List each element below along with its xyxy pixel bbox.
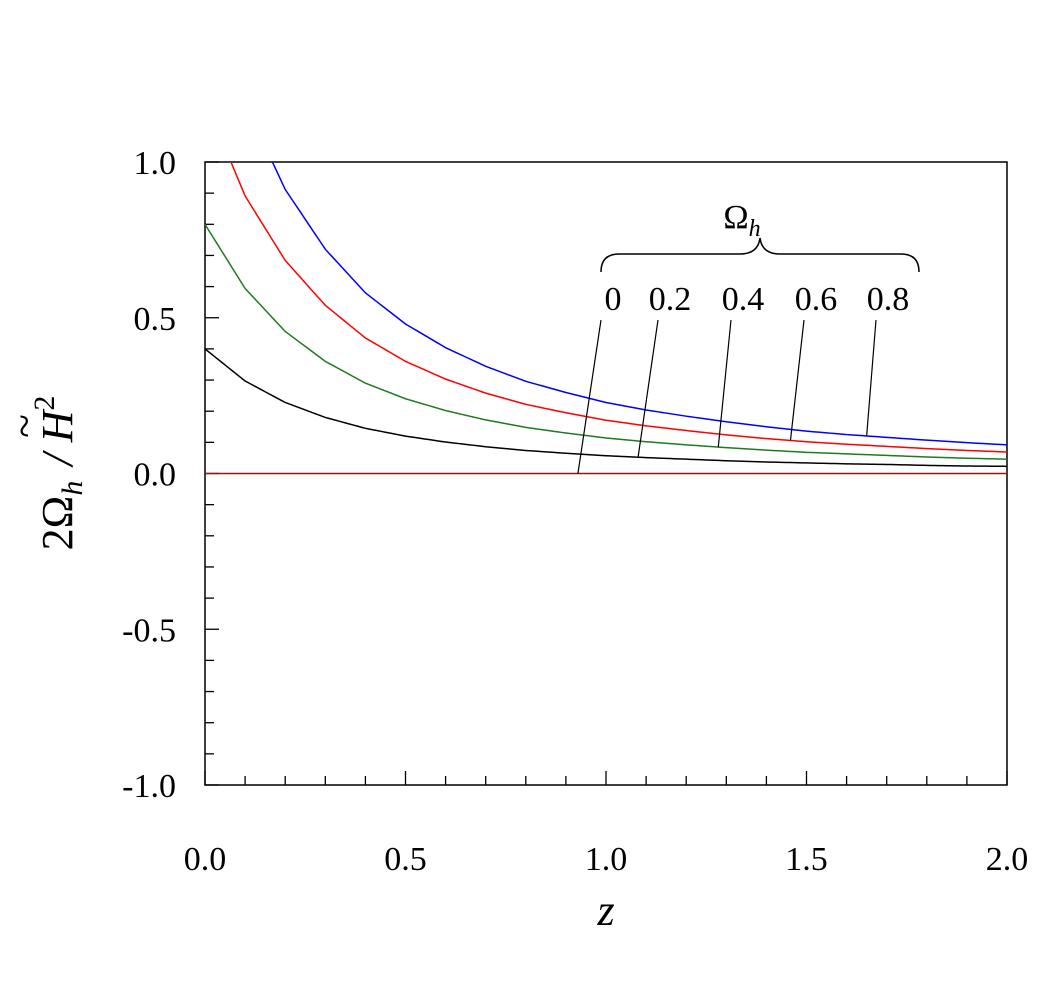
y-tick-label: 0.5 (134, 301, 177, 338)
series-line-0.8 (271, 162, 1007, 446)
y-tick-label: 0.0 (134, 457, 177, 494)
leader-line (637, 319, 659, 458)
leader-line (866, 319, 877, 437)
leader-line (577, 319, 602, 474)
leader-lines (577, 319, 877, 474)
y-tick-label: -1.0 (122, 768, 176, 805)
legend-label: 0.8 (867, 281, 910, 318)
series-line-0.2 (205, 348, 1007, 468)
y-tick-label: -0.5 (122, 612, 176, 649)
legend-title: Ωh (723, 199, 760, 242)
x-axis-title: z (596, 886, 614, 935)
x-tick-label: 1.0 (585, 841, 628, 878)
x-tick-label: 1.5 (785, 841, 828, 878)
series-line-0.6 (230, 162, 1007, 453)
x-tick-label: 0.5 (384, 841, 427, 878)
y-axis-title: 2Ωh / H2 ~ (0, 396, 89, 551)
y-axis-title-tilde: ~ (0, 414, 49, 438)
leader-line (789, 319, 805, 441)
legend-label: 0.4 (722, 281, 765, 318)
leader-line (717, 319, 732, 448)
legend-label: 0 (605, 281, 622, 318)
axis-ticks (204, 161, 1008, 786)
svg-text:2Ωh / H2: 2Ωh / H2 (28, 396, 89, 551)
legend-label: 0.6 (795, 281, 838, 318)
tick-labels: 0.0 0.5 1.0 1.5 2.0 -1.0 -0.5 0.0 0.5 1.0 (122, 145, 1028, 878)
legend-brace (600, 237, 920, 273)
series-group (205, 162, 1007, 475)
series-line-0.4 (205, 223, 1007, 460)
y-tick-label: 1.0 (134, 145, 177, 182)
legend-labels: 0 0.2 0.4 0.6 0.8 (605, 281, 910, 318)
x-tick-label: 0.0 (184, 841, 227, 878)
x-tick-label: 2.0 (986, 841, 1029, 878)
legend-label: 0.2 (649, 281, 692, 318)
